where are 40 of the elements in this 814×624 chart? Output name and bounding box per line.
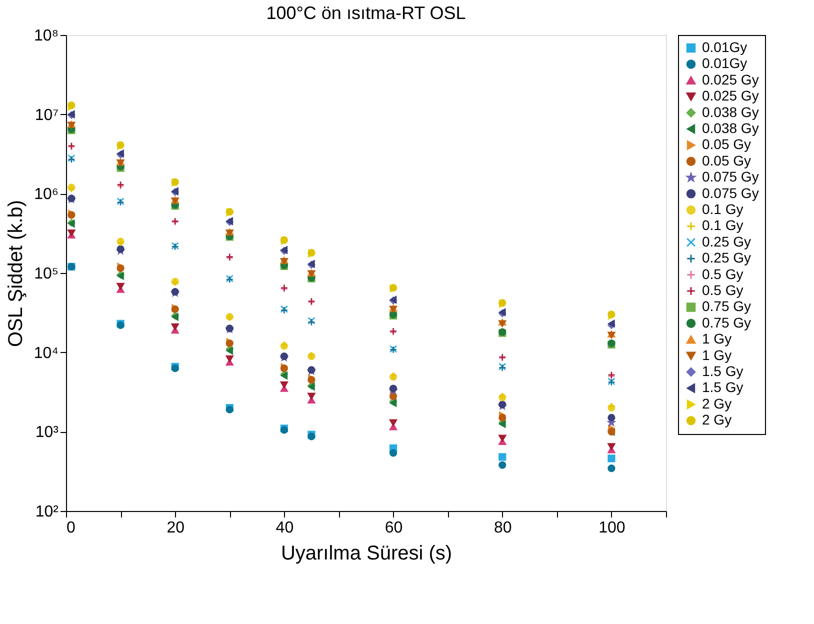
- y-tick-label: 10²: [35, 504, 60, 520]
- y-tick-label: 10⁵: [34, 266, 58, 282]
- x-tick-label: 0: [66, 520, 76, 536]
- y-tick-label: 10⁷: [34, 106, 59, 124]
- legend-label: 0.5 Gy: [702, 282, 744, 298]
- legend-label: 0.05 Gy: [702, 136, 752, 152]
- x-axis-title: Uyarılma Süresi (s): [280, 542, 452, 564]
- legend-label: 0.1 Gy: [702, 217, 744, 234]
- legend-label: 0.05 Gy: [702, 152, 752, 168]
- legend-label: 0.038 Gy: [702, 104, 759, 120]
- legend-label: 0.1 Gy: [702, 201, 744, 217]
- legend-label: 1 Gy: [702, 346, 732, 363]
- x-tick-label: 40: [276, 520, 294, 536]
- x-tick-label: 20: [166, 520, 185, 536]
- y-tick-label: 10⁴: [34, 344, 59, 362]
- y-tick-label: 10⁶: [34, 186, 58, 204]
- legend-label: 0.01Gy: [702, 39, 748, 55]
- x-tick-label: 100: [598, 520, 626, 536]
- legend-label: 1.5 Gy: [702, 363, 744, 379]
- legend-label: 0.5 Gy: [702, 266, 744, 282]
- legend-label: 0.025 Gy: [702, 88, 759, 104]
- y-axis-title: OSL Şiddet (k.b): [4, 200, 27, 348]
- chart-title: 100°C ön ısıtma-RT OSL: [266, 3, 466, 23]
- legend-label: 0.75 Gy: [702, 314, 752, 330]
- y-tick-label: 10⁸: [34, 28, 58, 44]
- legend-label: 0.01Gy: [702, 55, 748, 72]
- legend-label: 0.025 Gy: [702, 71, 759, 88]
- legend-label: 1.5 Gy: [702, 379, 744, 396]
- legend-label: 2 Gy: [702, 395, 732, 412]
- y-tick-label: 10³: [35, 424, 60, 442]
- legend-label: 0.25 Gy: [702, 233, 752, 250]
- legend-label: 0.075 Gy: [702, 168, 759, 185]
- legend-label: 1 Gy: [702, 330, 732, 347]
- legend-label: 0.075 Gy: [702, 184, 759, 201]
- legend-label: 0.25 Gy: [702, 250, 752, 266]
- legend-label: 0.038 Gy: [702, 120, 759, 136]
- x-tick-label: 60: [384, 520, 403, 536]
- legend-label: 2 Gy: [702, 412, 732, 428]
- legend-label: 0.75 Gy: [702, 298, 752, 314]
- x-tick-label: 80: [494, 520, 512, 536]
